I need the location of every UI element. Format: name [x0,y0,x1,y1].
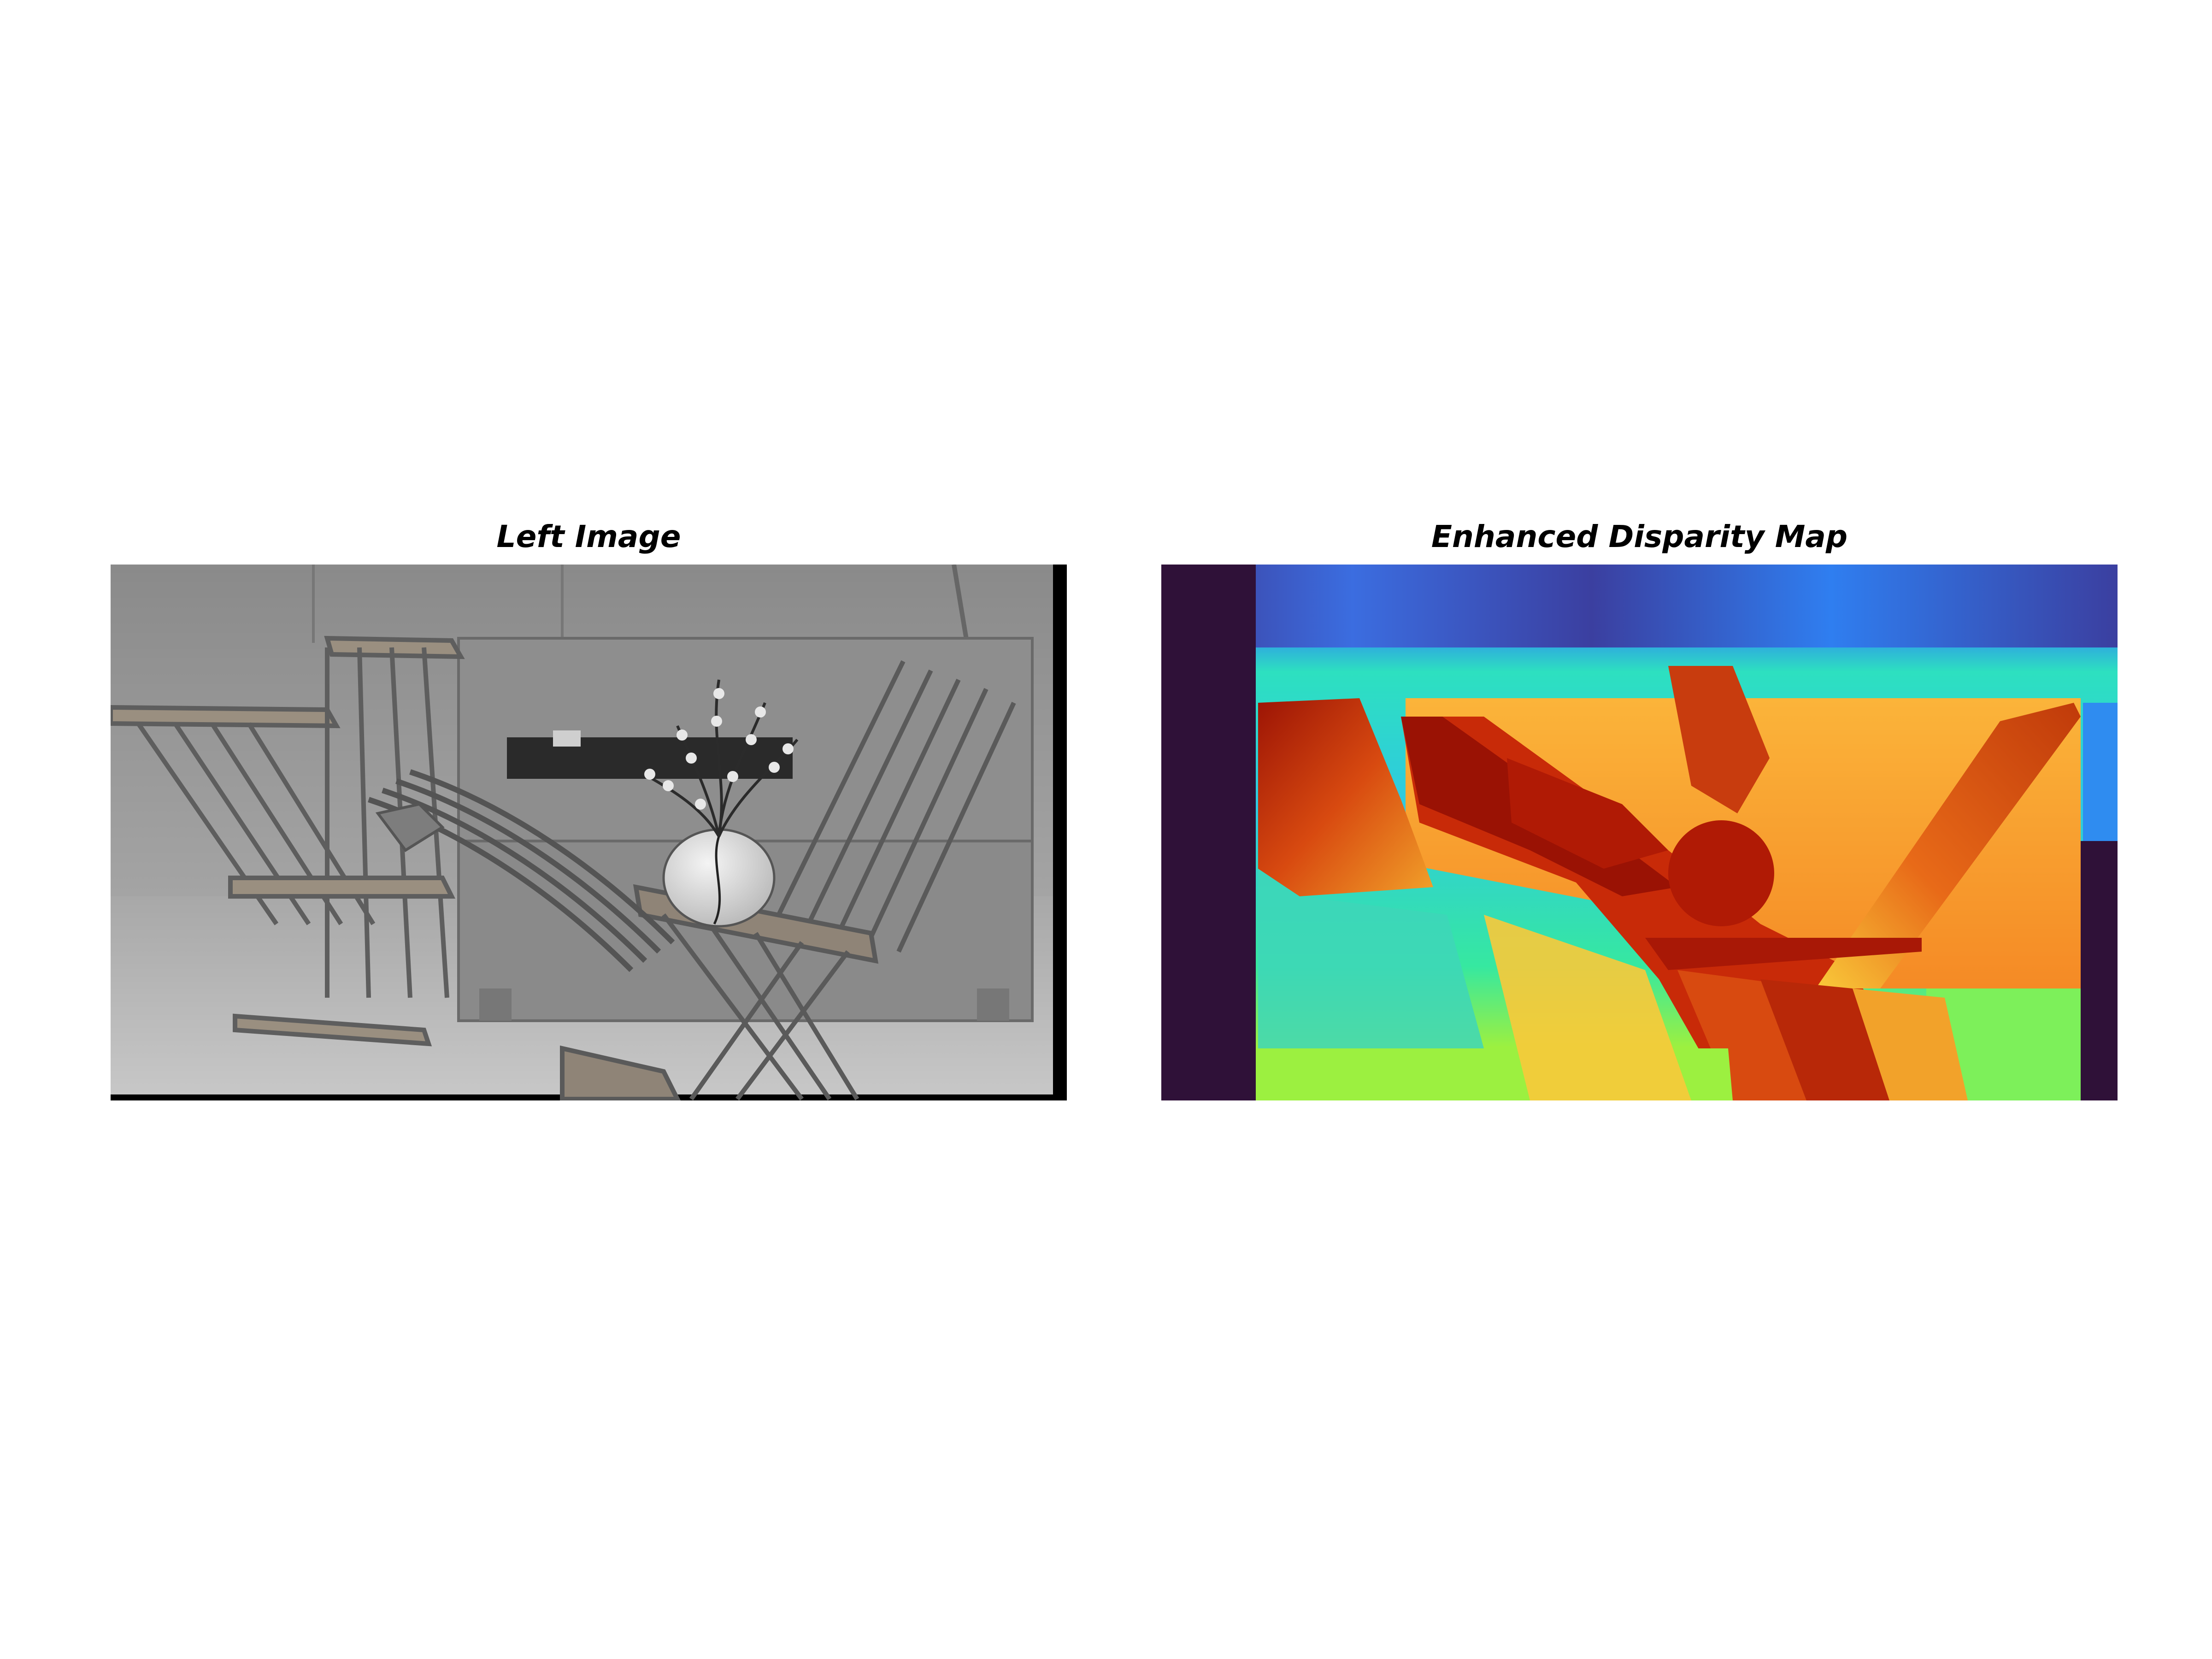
disparity-map [1161,565,2118,1100]
left-image-photo [111,565,1067,1100]
left-image [111,565,1067,1100]
disparity-map-image [1161,565,2118,1100]
disparity-map-title: Enhanced Disparity Map [1431,519,1848,554]
left-image-title: Left Image [496,519,681,554]
